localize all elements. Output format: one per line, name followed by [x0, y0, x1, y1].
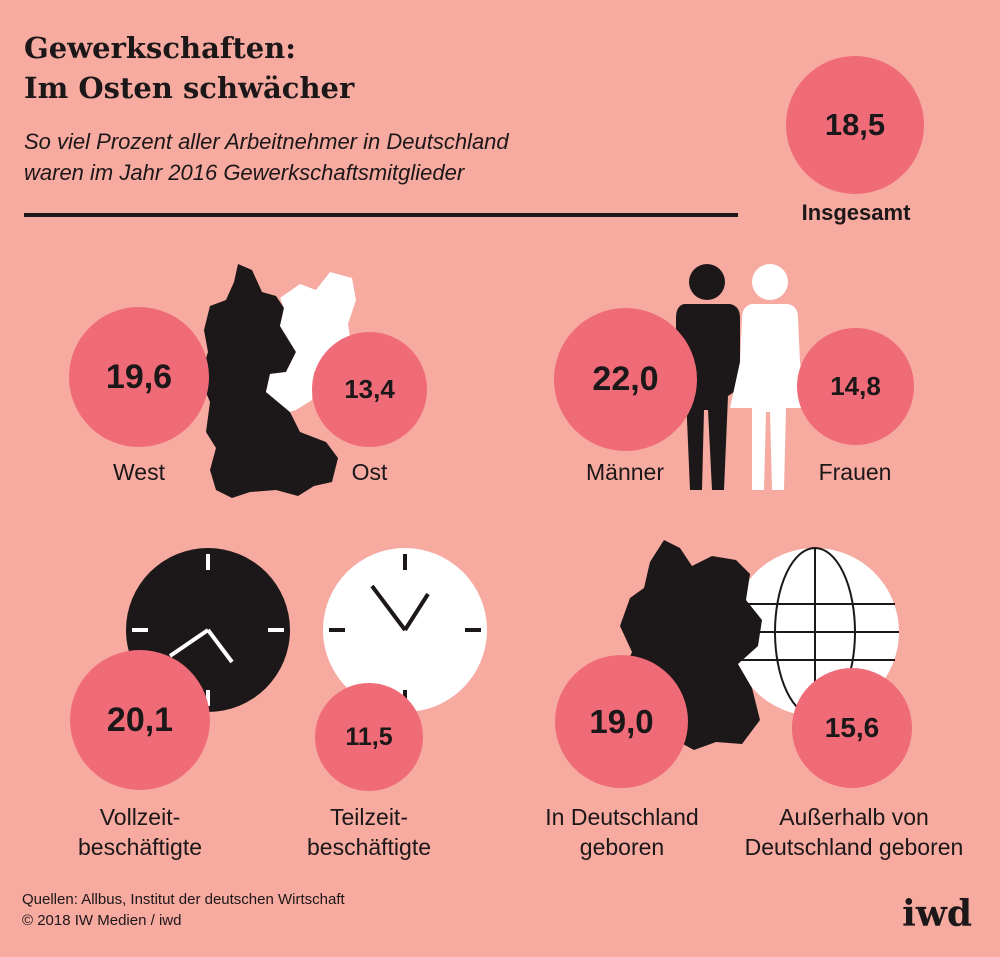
bubble-vollzeit: 20,1: [70, 650, 210, 790]
label-frauen: Frauen: [818, 459, 892, 485]
label-vollzeit-line-1: Vollzeit-: [99, 804, 181, 830]
label-teilzeit-line-1: Teilzeit-: [330, 804, 408, 830]
bubble-maenner: 22,0: [554, 308, 697, 451]
value-ausserhalb: 15,6: [824, 712, 880, 743]
value-west: 19,6: [105, 357, 173, 396]
total-bubble: 18,5: [786, 56, 924, 194]
bubble-in-deutschland: 19,0: [555, 655, 688, 788]
title-line-1: Gewerkschaften:: [24, 31, 296, 65]
source-line-2: © 2018 IW Medien / iwd: [22, 912, 182, 929]
label-ausserhalb: Außerhalb von Deutschland geboren: [732, 802, 976, 862]
subtitle: So viel Prozent aller Arbeitnehmer in De…: [24, 126, 664, 188]
label-in-deutschland-line-1: In Deutschland: [545, 804, 699, 830]
subtitle-line-2: waren im Jahr 2016 Gewerkschaftsmitglied…: [24, 160, 465, 185]
divider-rule: [24, 213, 738, 217]
germany-west-map-icon: [200, 264, 338, 498]
value-in-deutschland: 19,0: [589, 702, 654, 740]
bubble-teilzeit: 11,5: [315, 683, 423, 791]
subtitle-line-1: So viel Prozent aller Arbeitnehmer in De…: [24, 129, 509, 154]
bubble-ausserhalb: 15,6: [792, 668, 912, 788]
bubble-west: 19,6: [69, 307, 209, 447]
man-figure-icon: [676, 264, 740, 490]
iwd-logo: iwd: [902, 893, 972, 935]
value-ost: 13,4: [344, 374, 395, 404]
page-title: Gewerkschaften: Im Osten schwächer: [24, 28, 584, 108]
label-teilzeit: Teilzeit- beschäftigte: [269, 802, 469, 862]
bubble-frauen: 14,8: [797, 328, 914, 445]
label-vollzeit: Vollzeit- beschäftigte: [40, 802, 240, 862]
bubble-ost: 13,4: [312, 332, 427, 447]
total-label: Insgesamt: [801, 200, 911, 225]
parttime-clock-icon: [323, 548, 487, 712]
label-in-deutschland-line-2: geboren: [579, 834, 665, 860]
value-frauen: 14,8: [830, 371, 881, 401]
label-in-deutschland: In Deutschland geboren: [522, 802, 722, 862]
label-west: West: [113, 459, 165, 485]
source-line-1: Quellen: Allbus, Institut der deutschen …: [22, 891, 345, 908]
label-teilzeit-line-2: beschäftigte: [306, 834, 432, 860]
woman-figure-icon: [730, 264, 808, 490]
value-vollzeit: 20,1: [106, 700, 174, 739]
value-maenner: 22,0: [592, 360, 659, 398]
title-line-2: Im Osten schwächer: [24, 71, 355, 105]
germany-east-map-icon: [266, 272, 356, 412]
label-vollzeit-line-2: beschäftigte: [77, 834, 203, 860]
label-ausserhalb-line-2: Deutschland geboren: [744, 834, 964, 860]
source-note: Quellen: Allbus, Institut der deutschen …: [22, 889, 345, 931]
label-maenner: Männer: [586, 459, 664, 485]
total-value: 18,5: [824, 107, 886, 142]
label-ausserhalb-line-1: Außerhalb von: [779, 804, 929, 830]
label-ost: Ost: [351, 459, 388, 485]
value-teilzeit: 11,5: [345, 722, 393, 751]
